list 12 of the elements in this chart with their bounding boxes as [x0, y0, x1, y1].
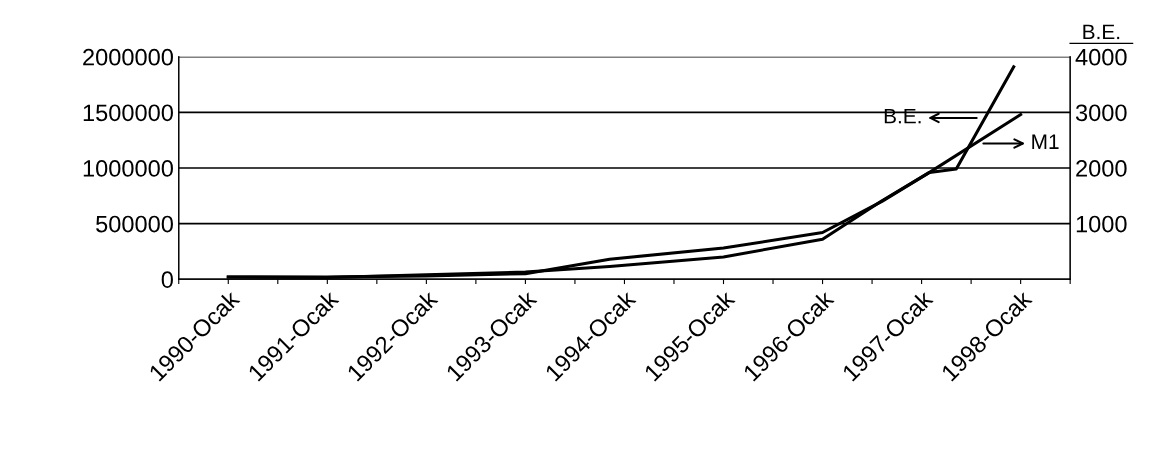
- y-tick-label: 1500000: [83, 104, 173, 122]
- y2-tick-label: 1000: [1076, 215, 1127, 233]
- text: B.E.: [884, 108, 921, 124]
- y-tick-label: 0: [161, 271, 173, 288]
- y2-tick-label: 4000: [1075, 48, 1127, 66]
- legend-label: M1: [1032, 134, 1059, 149]
- y2-axis-title: B.E.: [1083, 24, 1120, 40]
- y-tick-label: 500000: [96, 215, 173, 233]
- y-tick-label: 2000000: [83, 48, 173, 66]
- y-tick-label: 1000000: [83, 160, 173, 177]
- y2-tick-label: 3000: [1075, 104, 1127, 122]
- y2-tick-label: 2000: [1076, 160, 1127, 177]
